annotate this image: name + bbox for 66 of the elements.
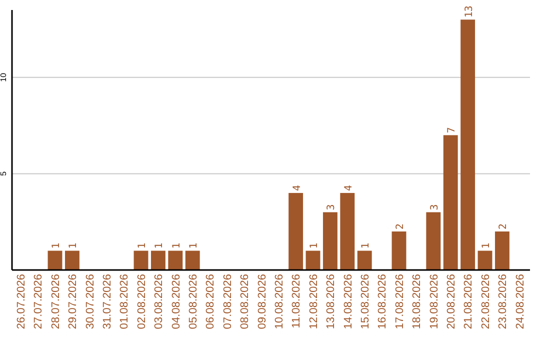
data-label: 1 (188, 242, 200, 249)
data-label: 1 (360, 242, 372, 249)
x-tick-label: 20.08.2026 (445, 274, 458, 330)
x-tick-label: 07.08.2026 (222, 274, 234, 330)
x-tick-label: 18.08.2026 (411, 274, 424, 330)
data-label: 1 (154, 242, 166, 249)
x-tick-label: 28.07.2026 (50, 274, 62, 330)
data-label: 1 (481, 242, 492, 249)
x-tick-label: 01.08.2026 (118, 274, 131, 330)
x-tick-label: 26.07.2026 (15, 274, 28, 330)
data-label: 1 (309, 242, 320, 249)
x-tick-label: 16.08.2026 (376, 274, 389, 330)
x-tick-label: 04.08.2026 (170, 274, 182, 330)
x-tick-label: 14.08.2026 (342, 274, 354, 330)
bar (306, 250, 320, 270)
x-tick-label: 31.07.2026 (101, 274, 114, 330)
y-tick-label: 10 (0, 72, 8, 82)
x-tick-label: 27.07.2026 (32, 274, 45, 330)
data-label: 2 (395, 223, 406, 230)
bar (64, 250, 80, 270)
data-label: 1 (137, 242, 148, 249)
data-label: 1 (171, 242, 182, 249)
bar (357, 250, 372, 270)
bar (494, 231, 510, 270)
bar (48, 250, 62, 270)
data-label: 4 (343, 184, 354, 191)
x-tick-label: 22.08.2026 (480, 274, 492, 330)
x-tick-label: 13.08.2026 (325, 274, 338, 330)
data-label: 13 (464, 6, 475, 18)
bar (168, 250, 183, 270)
x-tick-label: 09.08.2026 (256, 274, 268, 330)
x-tick-label: 15.08.2026 (359, 274, 372, 330)
x-tick-label: 11.08.2026 (290, 274, 303, 328)
x-tick-label: 03.08.2026 (153, 274, 166, 330)
bar (288, 192, 304, 270)
x-tick-label: 30.07.2026 (84, 274, 96, 330)
x-tick-label: 19.08.2026 (428, 274, 440, 330)
bar (340, 192, 355, 270)
data-label: 1 (51, 242, 62, 249)
bar (443, 135, 458, 270)
x-tick-label: 23.08.2026 (497, 274, 510, 330)
data-label: 1 (68, 242, 80, 249)
data-label: 4 (292, 184, 303, 191)
bar (460, 20, 476, 270)
bar (478, 250, 492, 270)
x-tick-label: 06.08.2026 (204, 274, 217, 330)
bar (134, 250, 148, 270)
x-tick-label: 05.08.2026 (187, 274, 200, 330)
bar (185, 250, 200, 270)
x-tick-label: 10.08.2026 (273, 274, 286, 330)
x-tick-label: 21.08.2026 (462, 274, 475, 330)
bar (392, 231, 406, 270)
bar (426, 212, 441, 270)
x-tick-label: 17.08.2026 (394, 274, 406, 330)
x-tick-label: 24.08.2026 (514, 274, 526, 330)
x-tick-label: 08.08.2026 (239, 274, 252, 330)
data-label: 7 (446, 127, 458, 134)
data-label: 3 (429, 204, 440, 210)
y-tick-label: 5 (0, 170, 8, 176)
x-tick-label: 12.08.2026 (308, 274, 320, 330)
bar (150, 250, 166, 270)
x-tick-label: 02.08.2026 (136, 274, 148, 330)
bar (322, 212, 338, 270)
x-tick-label: 29.07.2026 (67, 274, 80, 330)
data-label: 3 (326, 204, 338, 210)
data-label: 2 (498, 223, 510, 230)
